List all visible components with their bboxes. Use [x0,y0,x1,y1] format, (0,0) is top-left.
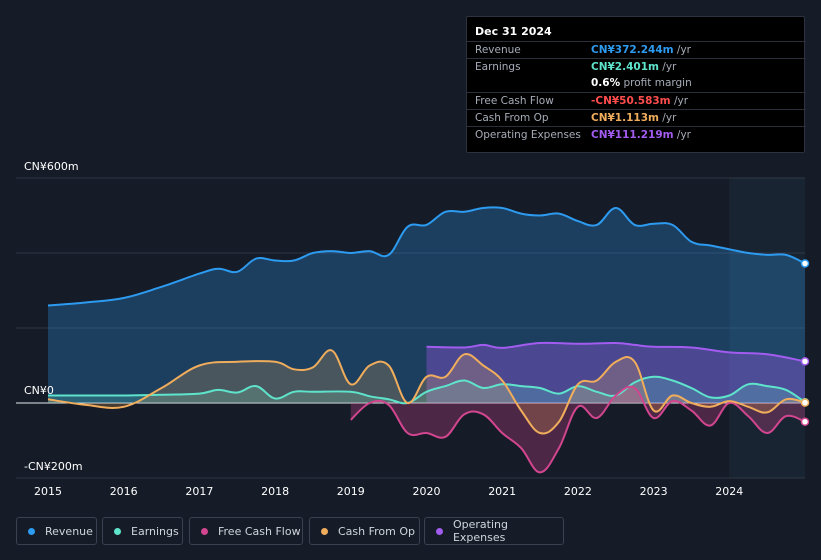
x-tick-label: 2019 [336,485,365,498]
y-tick-label-bottom: -CN¥200m [24,460,83,473]
tooltip-panel: Dec 31 2024 Revenue CN¥372.244m /yr Earn… [466,16,806,153]
free-cash-flow-endpoint [800,417,810,426]
free-cash-flow-line [350,385,806,474]
x-tick-label: 2024 [715,485,744,498]
legend-label: Cash From Op [338,524,416,538]
tooltip-date: Dec 31 2024 [475,25,552,38]
x-tick-label: 2020 [412,485,441,498]
legend-label: Operating Expenses [452,518,508,544]
tooltip-row-fcf: Free Cash Flow -CN¥50.583m /yr [467,92,806,110]
x-tick-label: 2023 [639,485,668,498]
legend-label: Free Cash Flow [218,524,301,538]
legend-dot-icon [28,527,35,535]
tooltip-value: CN¥1.113m /yr [591,112,677,124]
tooltip-label: Revenue [475,44,521,56]
free-cash-flow-area [350,386,805,473]
cash-from-op-endpoint [800,398,810,407]
tooltip-label: Free Cash Flow [475,95,554,107]
operating-expenses-area [426,342,805,403]
revenue-endpoint [800,259,810,268]
tooltip-label: Earnings [475,61,521,73]
tooltip-row-cfo: Cash From Op CN¥1.113m /yr [467,109,806,127]
tooltip-row-revenue: Revenue CN¥372.244m /yr [467,41,806,59]
tooltip-value: -CN¥50.583m /yr [591,95,689,107]
y-tick-label-zero: CN¥0 [24,384,54,397]
legend-free-cash-flow[interactable]: Free Cash Flow [189,517,303,545]
tooltip-row-earnings: Earnings CN¥2.401m /yr [467,58,806,76]
operating-expenses-line [426,341,806,363]
x-tick-label: 2022 [563,485,592,498]
x-tick-label: 2016 [109,485,138,498]
tooltip-label: Operating Expenses [475,129,581,141]
operating-expenses-endpoint [800,357,810,366]
legend-revenue[interactable]: Revenue [16,517,97,545]
revenue-line [47,206,806,307]
legend-label: Revenue [45,524,93,538]
x-tick-label: 2018 [261,485,290,498]
tooltip-value: CN¥372.244m /yr [591,44,691,56]
revenue-area [48,207,805,403]
x-tick-label: 2017 [185,485,214,498]
tooltip-value: CN¥111.219m /yr [591,129,691,141]
legend-dot-icon [436,527,443,535]
legend-operating-expenses[interactable]: Operating Expenses [424,517,564,545]
cash-from-op-line [47,349,806,435]
earnings-line [47,375,806,405]
tooltip-value: CN¥2.401m /yr [591,61,677,73]
legend-earnings[interactable]: Earnings [102,517,183,545]
tooltip-row-margin: 0.6% profit margin [467,75,806,92]
tooltip-label: Cash From Op [475,112,549,124]
legend-dot-icon [114,527,121,535]
legend-cash-from-op[interactable]: Cash From Op [309,517,420,545]
x-tick-label: 2021 [488,485,517,498]
legend-dot-icon [321,527,328,535]
legend-label: Earnings [131,524,179,538]
legend-dot-icon [201,527,208,535]
tooltip-value: 0.6% profit margin [591,77,692,89]
tooltip-row-opex: Operating Expenses CN¥111.219m /yr [467,126,806,144]
x-tick-label: 2015 [34,485,62,498]
y-tick-label-top: CN¥600m [24,160,79,173]
chart-area [16,177,810,479]
